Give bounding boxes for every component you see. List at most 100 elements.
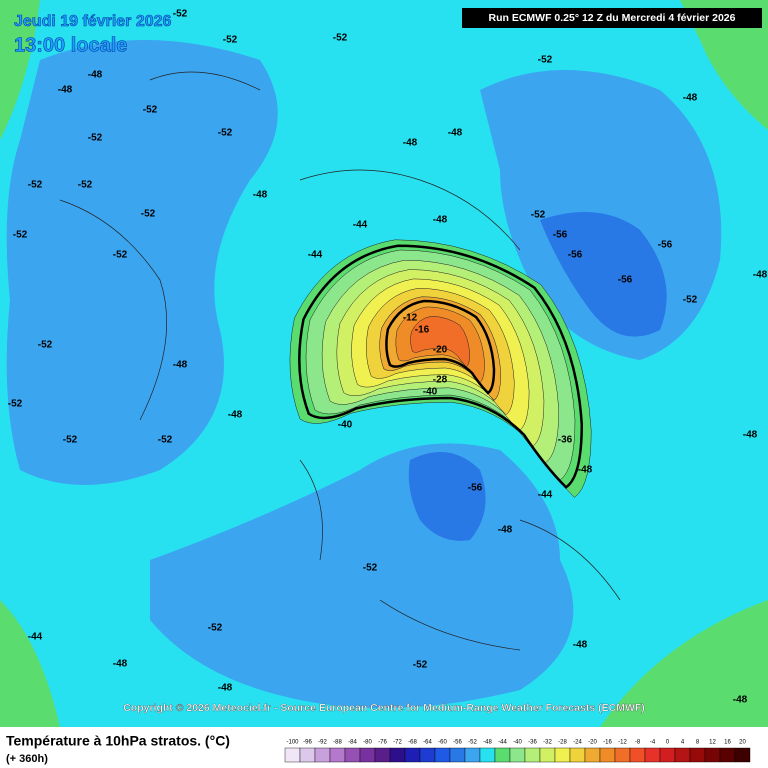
contour-label: -48 <box>733 695 748 706</box>
contour-labels: -52 -52 -48 -52 -48 -52 -52 -52 -52 -52 -52 -52 -52 -… <box>8 9 768 706</box>
contour-label: -56 <box>553 230 568 241</box>
scale-label: 16 <box>724 740 731 746</box>
warm-zone <box>600 600 768 727</box>
scale-swatch <box>359 747 376 763</box>
scale-label: 8 <box>696 740 700 746</box>
scale-swatch <box>449 747 466 763</box>
contour-label: -48 <box>578 465 593 476</box>
copyright: Copyright © 2026 Meteociel.fr - Source E… <box>123 702 645 714</box>
contour-label: -52 <box>218 128 233 139</box>
scale-swatch <box>494 747 511 763</box>
contour-label: -52 <box>8 399 23 410</box>
scale-swatch <box>314 747 331 763</box>
scale-swatch <box>374 747 391 763</box>
contour-label: -52 <box>88 133 103 144</box>
scale-swatch <box>389 747 406 763</box>
contour-label: -44 <box>308 250 323 261</box>
isotherm <box>298 244 583 489</box>
scale-swatch <box>674 747 691 763</box>
scale-label: -8 <box>635 740 641 746</box>
scale-swatch <box>284 747 301 763</box>
contour-label: -56 <box>618 275 633 286</box>
contour-label: -44 <box>353 220 368 231</box>
scale-label: 0 <box>666 740 670 746</box>
run-info: Run ECMWF 0.25° 12 Z du Mercredi 4 févri… <box>489 12 736 24</box>
scale-label: -16 <box>603 740 612 746</box>
scale-label: 20 <box>739 740 746 746</box>
scale-swatch <box>479 747 496 763</box>
scale-label: -48 <box>483 740 492 746</box>
scale-swatch <box>344 747 361 763</box>
contour-label: -28 <box>433 375 448 386</box>
contour-label: -52 <box>158 435 173 446</box>
contour-label: -12 <box>403 313 418 324</box>
contour-label: -52 <box>38 340 53 351</box>
scale-swatch <box>464 747 481 763</box>
temperature-band <box>410 316 470 368</box>
contour-label: -48 <box>498 525 513 536</box>
contour-label: -48 <box>683 93 698 104</box>
warm-zone <box>0 0 40 140</box>
contour-label: -44 <box>28 632 43 643</box>
contour-label: -52 <box>28 180 43 191</box>
contour-label: -48 <box>448 128 463 139</box>
scale-label: -36 <box>528 740 537 746</box>
contour-label: -56 <box>568 250 583 261</box>
contour-label: -52 <box>538 55 553 66</box>
scale-label: -92 <box>318 740 327 746</box>
scale-swatch <box>584 747 601 763</box>
contour-label: -16 <box>415 325 430 336</box>
scale-swatch <box>614 747 631 763</box>
scale-swatch <box>419 747 436 763</box>
coastline <box>59 71 621 651</box>
warm-zone <box>0 600 60 727</box>
warm-zone <box>680 0 768 130</box>
contour-label: -52 <box>683 295 698 306</box>
scale-label: -40 <box>513 740 522 746</box>
scale-label: -24 <box>573 740 582 746</box>
contour-label: -44 <box>538 490 553 501</box>
scale-swatch <box>299 747 316 763</box>
run-box <box>462 8 762 28</box>
contour-label: -48 <box>743 430 758 441</box>
scale-label: -20 <box>588 740 597 746</box>
cold-zone <box>6 40 278 485</box>
scale-swatch <box>629 747 646 763</box>
scale-swatch <box>509 747 526 763</box>
scale-swatch <box>329 747 346 763</box>
contour-label: -48 <box>753 270 768 281</box>
contour-label: -56 <box>658 240 673 251</box>
legend-subtitle: (+ 360h) <box>6 753 48 765</box>
scale-swatch <box>659 747 676 763</box>
contour-label: -48 <box>58 85 73 96</box>
legend-title: Température à 10hPa stratos. (°C) <box>6 733 230 749</box>
scale-swatch <box>599 747 616 763</box>
cold-zone <box>540 212 667 337</box>
scale-label: -68 <box>408 740 417 746</box>
scale-label: -4 <box>650 740 656 746</box>
contour-label: -52 <box>208 623 223 634</box>
contour-label: -52 <box>363 563 378 574</box>
contour-label: -48 <box>573 640 588 651</box>
scale-label: -100 <box>286 740 299 746</box>
contour-label: -48 <box>88 70 103 81</box>
scale-swatch <box>524 747 541 763</box>
forecast-date: Jeudi 19 février 2026 <box>14 13 172 30</box>
scale-swatch <box>569 747 586 763</box>
scale-label: 4 <box>681 740 685 746</box>
scale-swatch <box>539 747 556 763</box>
cold-zone <box>408 452 486 541</box>
scale-label: -32 <box>543 740 552 746</box>
contour-label: -52 <box>141 209 156 220</box>
scale-swatch <box>434 747 451 763</box>
contour-label: -52 <box>63 435 78 446</box>
contour-label: -52 <box>173 9 188 20</box>
map-layers <box>0 0 768 727</box>
scale-swatch <box>644 747 661 763</box>
scale-label: -56 <box>453 740 462 746</box>
scale-swatch <box>719 747 736 763</box>
scale-label: -52 <box>468 740 477 746</box>
contour-label: -52 <box>143 105 158 116</box>
contour-label: -36 <box>558 435 573 446</box>
scale-label: -28 <box>558 740 567 746</box>
